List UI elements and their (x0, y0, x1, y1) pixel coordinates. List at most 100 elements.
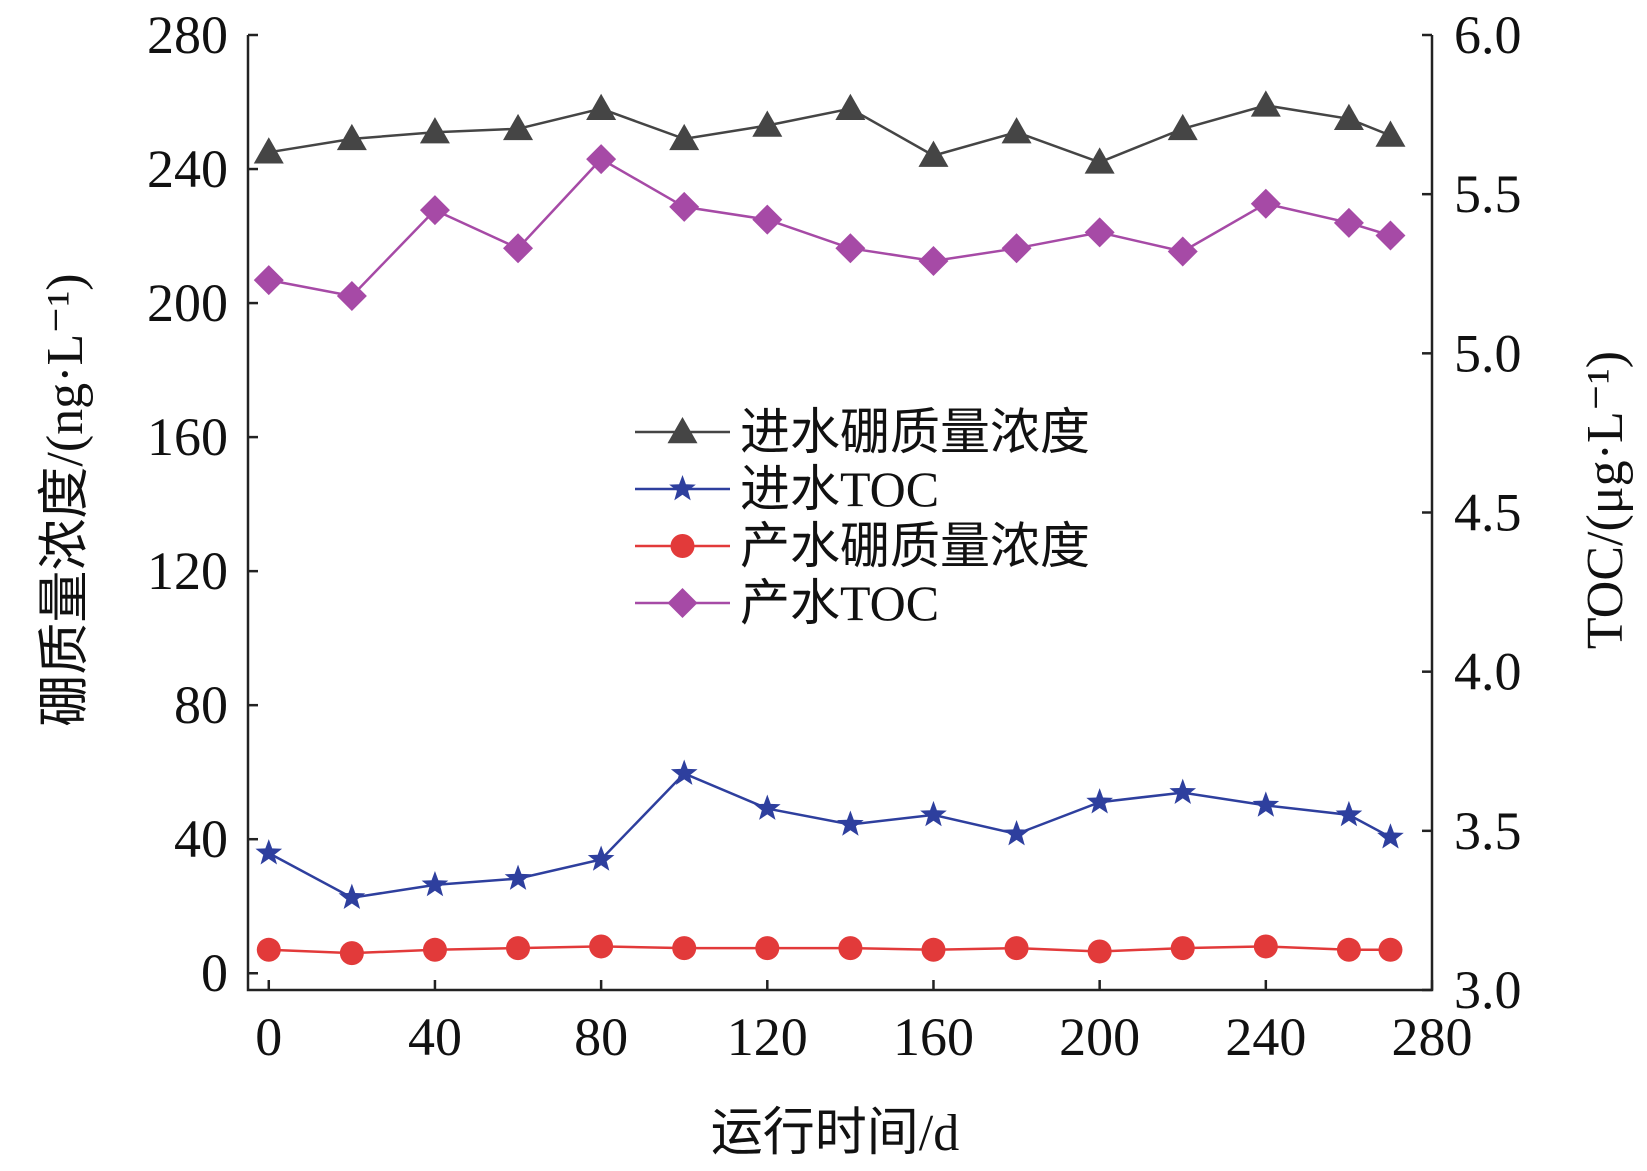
x-tick-label: 280 (1392, 1007, 1473, 1067)
data-point (1253, 934, 1278, 959)
data-point (670, 759, 698, 785)
data-point (835, 93, 866, 120)
legend-marker (667, 588, 698, 618)
y-right-tick-label: 5.5 (1454, 164, 1522, 224)
data-point (1375, 120, 1406, 147)
y-left-tick-label: 280 (147, 5, 228, 65)
data-point (918, 140, 949, 167)
data-point (920, 800, 947, 827)
data-point (253, 137, 284, 164)
data-point (586, 144, 617, 175)
x-tick-label: 120 (727, 1007, 808, 1067)
y-left-tick-label: 0 (201, 943, 228, 1003)
data-point (669, 191, 700, 222)
data-point (422, 937, 447, 962)
data-point (506, 936, 531, 961)
y-right-tick-label: 4.0 (1454, 642, 1522, 702)
data-point (921, 937, 946, 962)
data-point (1167, 236, 1198, 267)
data-point (1086, 788, 1113, 814)
legend-marker (667, 417, 698, 444)
data-point (1333, 103, 1364, 131)
legend-marker (670, 534, 695, 558)
data-point (504, 864, 532, 890)
x-tick-label: 80 (574, 1007, 628, 1067)
data-point (253, 265, 284, 296)
data-point (1167, 113, 1198, 141)
data-point (672, 936, 697, 961)
data-point (336, 123, 367, 151)
data-point (918, 246, 949, 277)
data-point (1378, 937, 1403, 962)
data-point (419, 195, 450, 226)
y-right-tick-label: 5.0 (1454, 323, 1522, 383)
series-layer (253, 90, 1406, 966)
x-tick-label: 240 (1225, 1007, 1306, 1067)
data-point (256, 937, 281, 962)
legend-item: 产水TOC (635, 575, 939, 631)
legend-item: 进水硼质量浓度 (635, 404, 1090, 460)
x-tick-label: 200 (1059, 1007, 1140, 1067)
legend-label: 进水TOC (740, 461, 939, 517)
data-point (1336, 937, 1361, 962)
x-axis-title: 运行时间/d (711, 1105, 959, 1162)
x-tick-label: 160 (893, 1007, 974, 1067)
x-tick-label: 0 (255, 1007, 282, 1067)
data-point (837, 810, 864, 836)
data-point (503, 113, 534, 141)
series-line (268, 157, 1391, 298)
data-point (589, 934, 614, 959)
y-left-tick-label: 200 (147, 273, 228, 333)
y-right-tick-label: 4.5 (1454, 483, 1522, 543)
y-left-axis-title: 硼质量浓度/(ng·L⁻¹) (37, 273, 94, 726)
data-point (752, 204, 783, 235)
data-point (1170, 936, 1195, 961)
legend-item: 产水硼质量浓度 (635, 518, 1090, 574)
y-right-tick-label: 3.5 (1454, 801, 1522, 861)
legend-label: 进水硼质量浓度 (740, 404, 1090, 460)
legend-label: 产水硼质量浓度 (740, 518, 1090, 574)
data-point (587, 845, 615, 871)
data-point (1169, 778, 1197, 804)
data-point (339, 941, 364, 966)
data-point (1375, 220, 1406, 251)
y-left-tick-label: 80 (174, 675, 228, 735)
legend-label: 产水TOC (740, 575, 939, 631)
y-right-axis-title: TOC/(μg·L⁻¹) (1577, 351, 1634, 649)
data-point (669, 123, 700, 151)
data-point (421, 870, 449, 897)
data-point (835, 233, 866, 264)
data-point (753, 794, 781, 820)
y-left-tick-label: 40 (174, 809, 228, 869)
data-point (1004, 936, 1029, 961)
data-point (755, 936, 780, 961)
y-right-tick-label: 3.0 (1454, 960, 1522, 1020)
x-tick-label: 40 (408, 1007, 462, 1067)
series-1 (253, 90, 1406, 174)
data-point (419, 117, 450, 144)
data-point (586, 93, 617, 120)
series-4 (253, 144, 1406, 312)
data-point (1001, 117, 1032, 144)
y-right-tick-label: 6.0 (1454, 5, 1522, 65)
legend-marker (669, 475, 696, 501)
data-point (1087, 939, 1112, 964)
data-point (255, 839, 283, 865)
series-2 (255, 759, 1404, 910)
data-point (1250, 188, 1281, 219)
data-point (1001, 233, 1032, 264)
data-point (338, 883, 366, 910)
data-point (503, 233, 534, 264)
y-left-tick-label: 120 (147, 541, 228, 601)
data-point (752, 110, 783, 137)
data-point (1003, 820, 1030, 846)
series-3 (256, 934, 1403, 966)
data-point (838, 936, 863, 961)
data-point (1333, 207, 1364, 238)
data-point (1084, 147, 1115, 174)
data-point (1252, 791, 1280, 817)
legend-item: 进水TOC (635, 461, 939, 517)
ticks: 0 40 80 120 160 200 240 280 0 40 80 120 160 200 240 280… (147, 5, 1522, 1067)
